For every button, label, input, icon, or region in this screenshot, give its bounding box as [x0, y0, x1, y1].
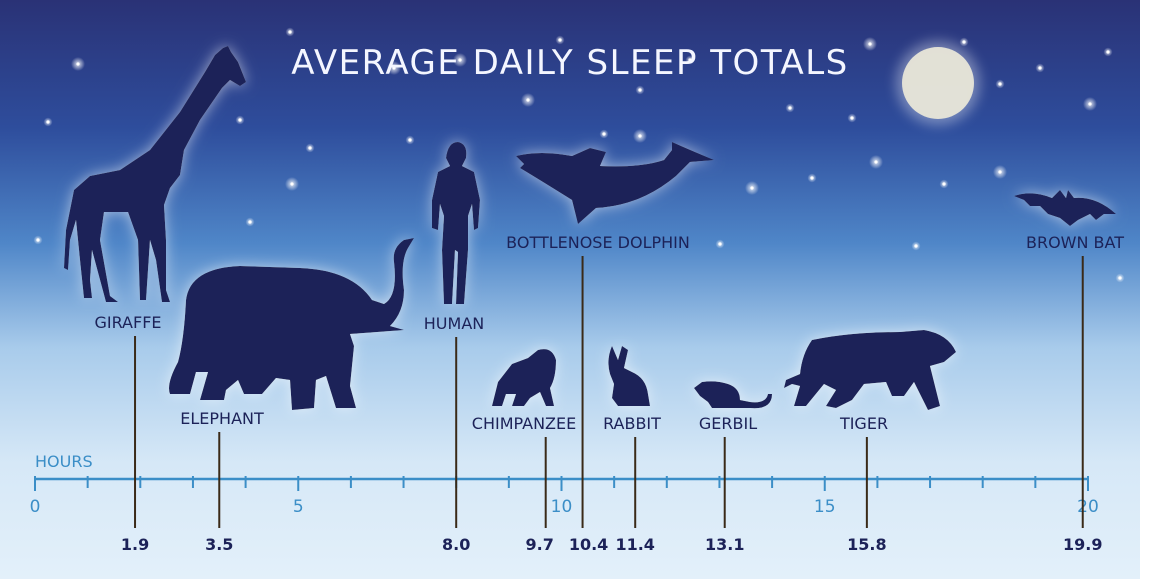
- star-icon: [521, 93, 535, 107]
- value-label: 9.7: [526, 535, 554, 554]
- star-icon: [555, 35, 565, 45]
- star-icon: [995, 79, 1005, 89]
- animal-label: RABBIT: [603, 414, 661, 433]
- star-icon: [71, 57, 85, 71]
- value-label: 10.4: [569, 535, 608, 554]
- star-icon: [869, 155, 883, 169]
- star-icon: [847, 113, 857, 123]
- human-icon: [432, 142, 480, 304]
- bat-icon: [1014, 190, 1116, 226]
- star-icon: [959, 37, 969, 47]
- star-field: [33, 27, 1125, 283]
- star-icon: [305, 143, 315, 153]
- animal-label: BOTTLENOSE DOLPHIN: [506, 233, 690, 252]
- star-icon: [1103, 47, 1113, 57]
- animal-label: ELEPHANT: [180, 409, 264, 428]
- giraffe-icon: [64, 46, 246, 302]
- star-icon: [993, 165, 1007, 179]
- star-icon: [807, 173, 817, 183]
- value-label: 19.9: [1063, 535, 1102, 554]
- value-label: 8.0: [442, 535, 470, 554]
- animal-label: BROWN BAT: [1026, 233, 1124, 252]
- x-tick-label: 10: [551, 497, 573, 517]
- x-tick-label: 5: [293, 497, 304, 517]
- dolphin-icon: [516, 142, 714, 224]
- star-icon: [715, 239, 725, 249]
- x-axis: 0 5 10 15 20 HOURS: [30, 452, 1099, 517]
- star-icon: [235, 115, 245, 125]
- star-icon: [785, 103, 795, 113]
- star-icon: [285, 27, 295, 37]
- star-icon: [1115, 273, 1125, 283]
- star-icon: [43, 117, 53, 127]
- star-icon: [285, 177, 299, 191]
- animal-label: CHIMPANZEE: [472, 414, 576, 433]
- chimpanzee-icon: [492, 349, 556, 406]
- star-icon: [745, 181, 759, 195]
- animal-label: HUMAN: [424, 314, 484, 333]
- value-label: 11.4: [615, 535, 654, 554]
- star-icon: [911, 241, 921, 251]
- star-icon: [635, 85, 645, 95]
- chart-title: AVERAGE DAILY SLEEP TOTALS: [291, 43, 848, 83]
- value-label: 3.5: [205, 535, 233, 554]
- x-axis-title: HOURS: [35, 452, 93, 471]
- value-label: 1.9: [121, 535, 149, 554]
- rabbit-icon: [608, 346, 650, 406]
- star-icon: [1083, 97, 1097, 111]
- animal-label: TIGER: [839, 414, 888, 433]
- x-tick-label: 15: [814, 497, 836, 517]
- x-tick-label: 20: [1077, 497, 1099, 517]
- star-icon: [245, 217, 255, 227]
- star-icon: [939, 179, 949, 189]
- value-label: 13.1: [705, 535, 744, 554]
- star-icon: [863, 37, 877, 51]
- star-icon: [453, 53, 467, 67]
- star-icon: [599, 129, 609, 139]
- star-icon: [33, 235, 43, 245]
- elephant-icon: [169, 238, 414, 410]
- star-icon: [1035, 63, 1045, 73]
- star-icon: [685, 55, 695, 65]
- star-icon: [387, 61, 401, 75]
- value-label: 15.8: [847, 535, 886, 554]
- star-icon: [633, 129, 647, 143]
- moon-icon: [896, 41, 980, 125]
- x-tick-label: 0: [30, 497, 41, 517]
- tiger-icon: [784, 330, 956, 410]
- animal-label: GERBIL: [699, 414, 757, 433]
- gerbil-icon: [694, 381, 772, 409]
- star-icon: [405, 135, 415, 145]
- animal-label: GIRAFFE: [94, 313, 161, 332]
